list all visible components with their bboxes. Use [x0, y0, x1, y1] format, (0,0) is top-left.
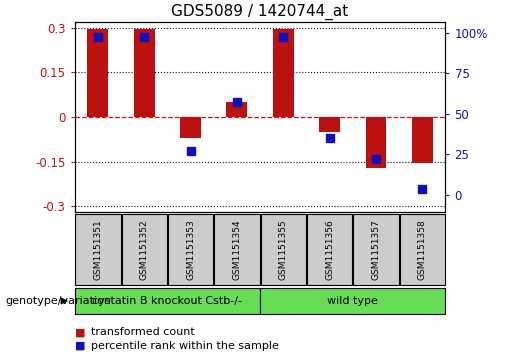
Point: [140, 34, 148, 40]
Bar: [134, 29, 154, 117]
Bar: [273, 29, 294, 117]
Text: cystatin B knockout Cstb-/-: cystatin B knockout Cstb-/-: [92, 296, 243, 306]
Text: GSM1151358: GSM1151358: [418, 219, 427, 280]
Text: GSM1151353: GSM1151353: [186, 219, 195, 280]
Text: GSM1151352: GSM1151352: [140, 219, 149, 280]
Bar: [319, 117, 340, 132]
Text: genotype/variation: genotype/variation: [5, 296, 111, 306]
Point: [418, 185, 426, 191]
Point: [186, 148, 195, 154]
Text: percentile rank within the sample: percentile rank within the sample: [91, 340, 279, 351]
Point: [372, 156, 380, 162]
Text: transformed count: transformed count: [91, 327, 195, 337]
Bar: [227, 102, 247, 117]
Bar: [180, 117, 201, 138]
Text: wild type: wild type: [328, 296, 378, 306]
Text: ■: ■: [75, 327, 85, 337]
Bar: [366, 117, 386, 168]
Text: ■: ■: [75, 340, 85, 351]
Bar: [412, 117, 433, 163]
Text: GSM1151354: GSM1151354: [232, 219, 242, 280]
Text: GSM1151355: GSM1151355: [279, 219, 288, 280]
Text: GSM1151351: GSM1151351: [93, 219, 102, 280]
Title: GDS5089 / 1420744_at: GDS5089 / 1420744_at: [171, 4, 349, 20]
Point: [94, 34, 102, 40]
Point: [233, 99, 241, 105]
Point: [279, 34, 287, 40]
Text: GSM1151356: GSM1151356: [325, 219, 334, 280]
Point: [325, 135, 334, 141]
Bar: [88, 29, 108, 117]
Text: GSM1151357: GSM1151357: [371, 219, 381, 280]
